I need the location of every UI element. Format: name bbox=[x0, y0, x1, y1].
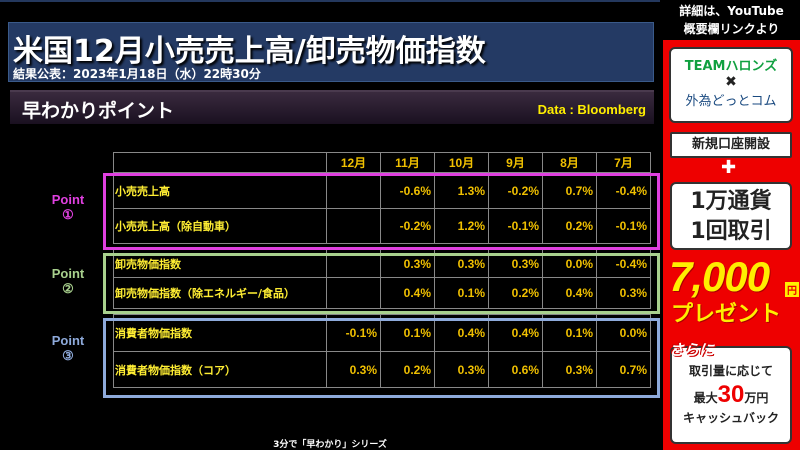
point-2-label: Point ② bbox=[48, 266, 88, 297]
value-cell: 0.6% bbox=[488, 351, 543, 388]
brand-box: TEAMハロンズ ✖ 外為どっとコム bbox=[669, 47, 793, 123]
cashback-box: 取引量に応じて 最大30万円 キャッシュバック bbox=[670, 346, 792, 444]
condition-line: 1万通貨 bbox=[690, 189, 772, 214]
value-cell: 0.3% bbox=[434, 351, 489, 388]
point-number: ③ bbox=[62, 348, 74, 363]
value-cell: 0.1% bbox=[434, 277, 489, 309]
max-unit: 万円 bbox=[744, 391, 769, 405]
table-row: 消費者物価指数（コア） 0.3% 0.2% 0.3% 0.6% 0.3% 0.7% bbox=[113, 351, 651, 388]
point-1-frame bbox=[103, 173, 660, 250]
ad-panel[interactable]: 詳細は、YouTube 概要欄リンクより TEAMハロンズ ✖ 外為どっとコム 新… bbox=[663, 0, 800, 450]
brand-halons: TEAMハロンズ bbox=[684, 59, 778, 74]
value-cell: 0.3% bbox=[596, 277, 651, 309]
row-label: 小売売上高 bbox=[113, 172, 327, 209]
point-text: Point bbox=[51, 266, 85, 281]
value-cell: -0.2% bbox=[488, 172, 543, 209]
data-source: Data : Bloomberg bbox=[537, 102, 646, 117]
point-number: ① bbox=[62, 207, 74, 222]
max-amount: 30 bbox=[717, 381, 745, 408]
col-header: 8月 bbox=[542, 152, 597, 173]
bonus-amount: 7,000 bbox=[669, 253, 770, 300]
point-text: Point bbox=[51, 192, 85, 207]
ad-header-line: 概要欄リンクより bbox=[683, 22, 780, 36]
cross-icon: ✖ bbox=[725, 74, 737, 90]
row-label: 卸売物価指数（除エネルギー/食品） bbox=[113, 277, 327, 309]
point-3-label: Point ③ bbox=[48, 333, 88, 364]
section-bar: 早わかりポイント Data : Bloomberg bbox=[10, 90, 654, 124]
row-label: 小売売上高（除自動車） bbox=[113, 208, 327, 244]
value-cell: 0.7% bbox=[596, 351, 651, 388]
point-3-frame bbox=[103, 318, 660, 398]
series-footer: 3分で「早わかり」シリーズ bbox=[273, 440, 387, 450]
row-label: 消費者物価指数（コア） bbox=[113, 351, 327, 388]
value-cell: 1.2% bbox=[434, 208, 489, 244]
yen-badge: 円 bbox=[785, 282, 799, 297]
section-title: 早わかりポイント bbox=[22, 100, 175, 122]
value-cell: -0.1% bbox=[488, 208, 543, 244]
col-header: 9月 bbox=[488, 152, 543, 173]
point-1-label: Point ① bbox=[48, 192, 88, 223]
value-cell: 0.3% bbox=[542, 351, 597, 388]
point-2-frame bbox=[103, 253, 660, 314]
value-cell: -0.6% bbox=[380, 172, 435, 209]
max-label: 最大 bbox=[693, 391, 718, 405]
value-cell bbox=[326, 208, 381, 244]
value-cell: -0.2% bbox=[380, 208, 435, 244]
table-row: 卸売物価指数（除エネルギー/食品） 0.4% 0.1% 0.2% 0.4% 0.3% bbox=[113, 277, 651, 309]
further-label: さらに bbox=[669, 341, 715, 359]
corner-cell bbox=[113, 152, 327, 173]
title-banner: 米国12月小売売上高/卸売物価指数 結果公表：2023年1月18日（水）22時3… bbox=[8, 22, 654, 82]
value-cell: 0.2% bbox=[542, 208, 597, 244]
value-cell: 0.4% bbox=[542, 277, 597, 309]
col-header: 12月 bbox=[326, 152, 381, 173]
value-cell: -0.4% bbox=[596, 172, 651, 209]
new-account-box: 新規口座開設 bbox=[670, 132, 792, 158]
condition-line: 1回取引 bbox=[690, 219, 772, 244]
present-text: プレゼント bbox=[671, 302, 782, 327]
value-cell: -0.1% bbox=[596, 208, 651, 244]
col-header: 10月 bbox=[434, 152, 489, 173]
condition-box: 1万通貨 1回取引 bbox=[670, 182, 792, 250]
release-time: 結果公表：2023年1月18日（水）22時30分 bbox=[13, 67, 261, 81]
ad-header: 詳細は、YouTube 概要欄リンクより bbox=[663, 0, 800, 40]
brand-gaitame: 外為どっとコム bbox=[685, 94, 777, 109]
top-border bbox=[0, 0, 660, 2]
table-row: 小売売上高（除自動車） -0.2% 1.2% -0.1% 0.2% -0.1% bbox=[113, 208, 651, 244]
cashback-line: キャッシュバック bbox=[682, 411, 779, 425]
col-header: 11月 bbox=[380, 152, 435, 173]
point-text: Point bbox=[51, 333, 85, 348]
plus-icon: ✚ bbox=[721, 157, 737, 178]
table-header: 12月 11月 10月 9月 8月 7月 bbox=[113, 152, 651, 173]
page-title: 米国12月小売売上高/卸売物価指数 bbox=[13, 34, 486, 69]
ad-header-line: 詳細は、YouTube bbox=[679, 4, 784, 18]
cashback-line: 取引量に応じて bbox=[688, 364, 773, 378]
value-cell: 0.2% bbox=[488, 277, 543, 309]
col-header: 7月 bbox=[596, 152, 651, 173]
point-number: ② bbox=[62, 281, 74, 296]
value-cell bbox=[326, 277, 381, 309]
value-cell: 0.4% bbox=[380, 277, 435, 309]
